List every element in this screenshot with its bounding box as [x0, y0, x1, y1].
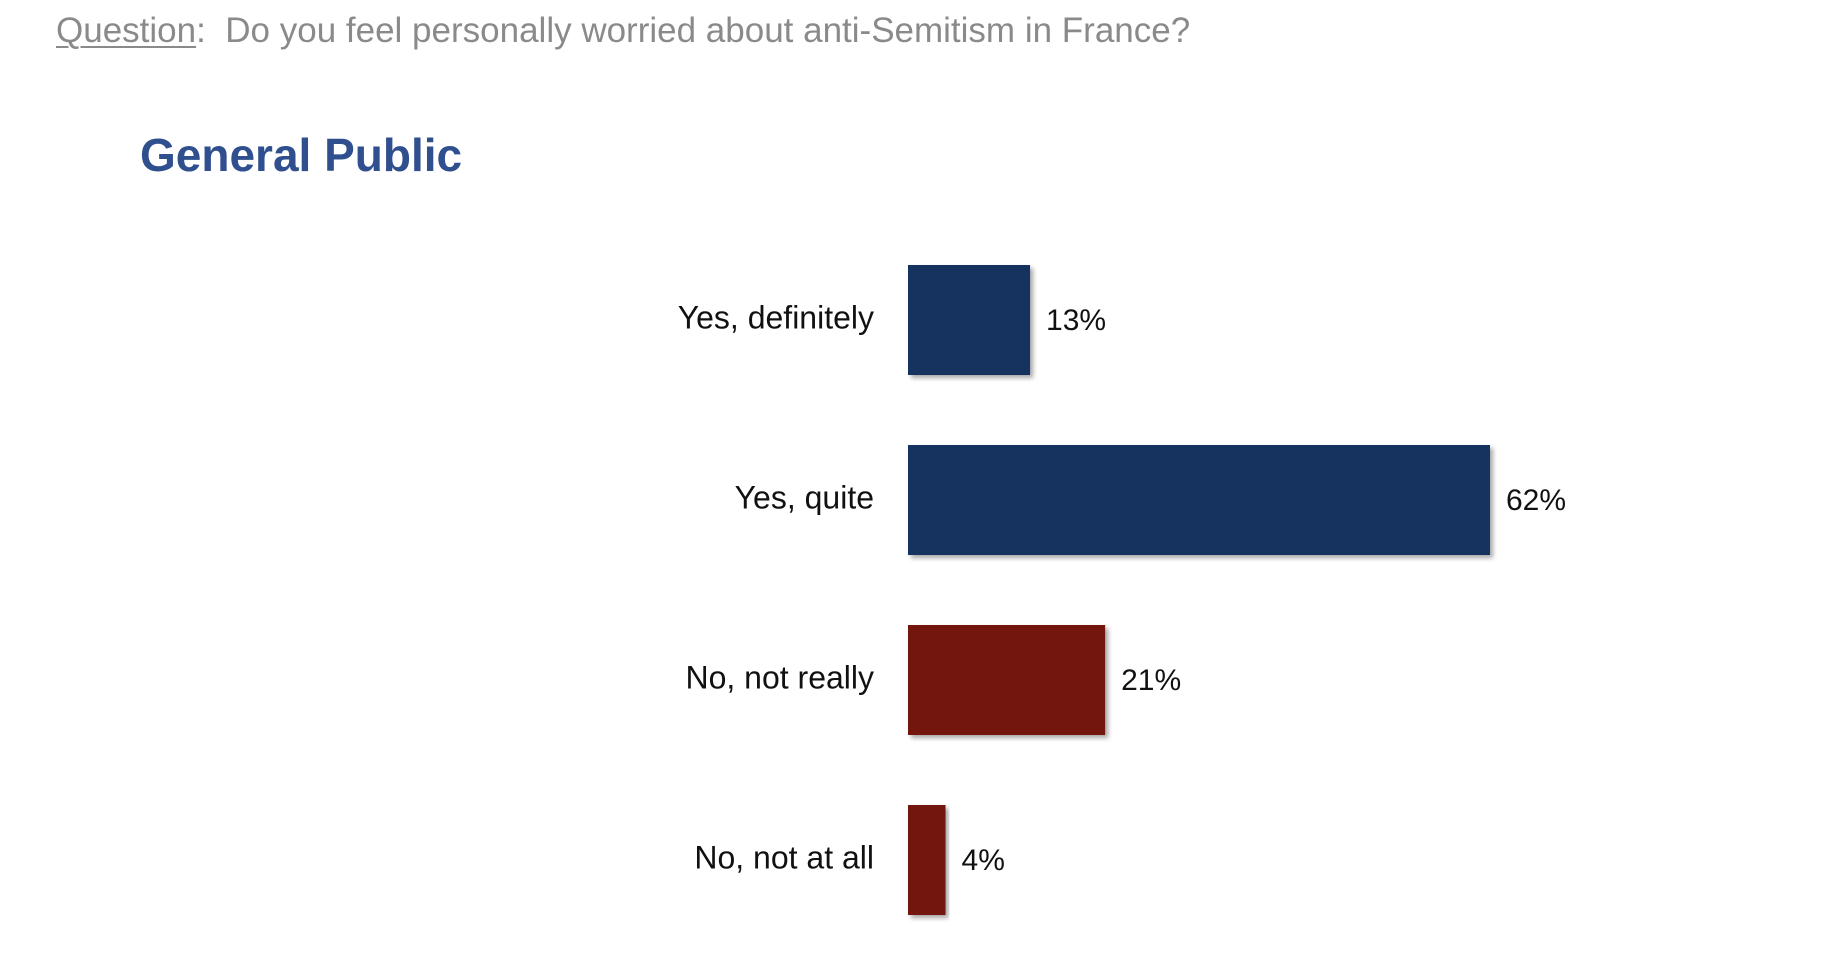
value-label-1: 62%	[1506, 484, 1566, 517]
value-label-0: 13%	[1046, 304, 1106, 337]
category-label-3: No, not at all	[694, 839, 874, 875]
bar-2	[908, 625, 1106, 735]
panel-title: General Public	[140, 129, 463, 181]
question-line: Question: Do you feel personally worried…	[56, 10, 1190, 52]
category-label-2: No, not really	[685, 659, 874, 695]
value-label-3: 4%	[962, 844, 1005, 877]
value-label-2: 21%	[1121, 664, 1181, 697]
bar-0	[908, 265, 1031, 375]
question-text: Do you feel personally worried about ant…	[225, 11, 1191, 50]
category-label-1: Yes, quite	[735, 479, 874, 515]
bar-3	[908, 805, 946, 915]
question-separator: :	[196, 11, 206, 50]
question-label: Question	[56, 11, 197, 50]
category-label-0: Yes, definitely	[678, 299, 874, 335]
bar-1	[908, 445, 1490, 555]
bars-layer: Yes, definitely 13% Yes, quite 62% No, not r…	[678, 265, 1566, 915]
